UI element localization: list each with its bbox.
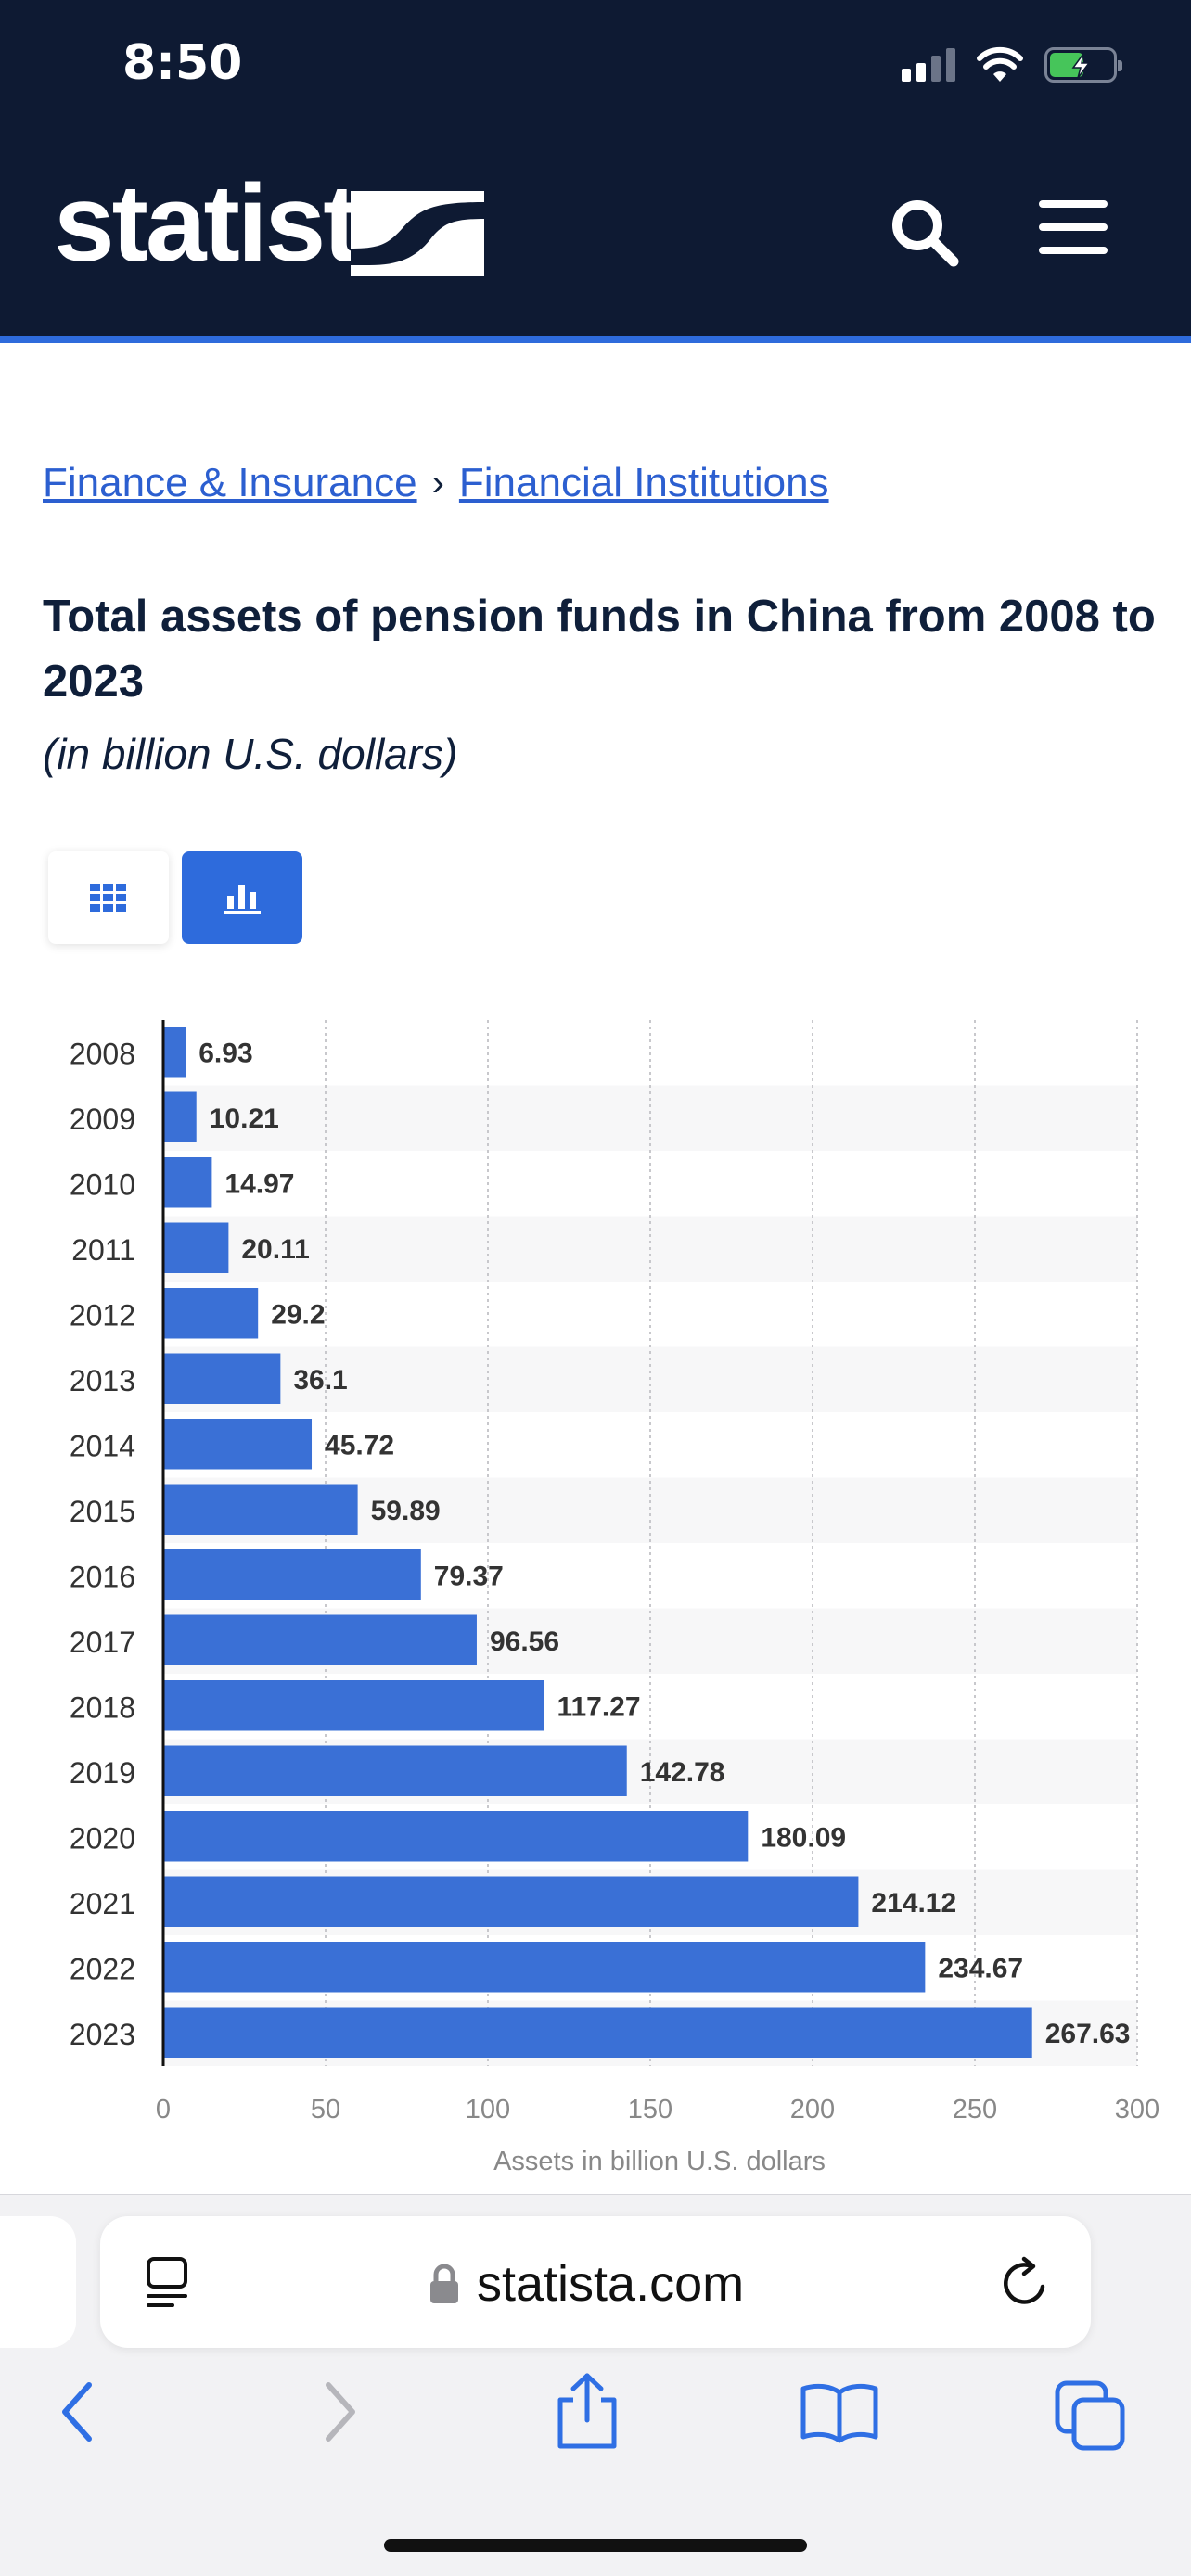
category-label: 2012	[70, 1298, 135, 1332]
home-indicator	[384, 2539, 807, 2552]
table-view-button[interactable]	[48, 851, 169, 944]
page-subtitle: (in billion U.S. dollars)	[43, 730, 458, 778]
bar-chart: 6.93 2008 10.21 2009 14.97 2010 20.11 2011 29.2 2…	[70, 1020, 1159, 2176]
data-label: 36.1	[293, 1365, 347, 1396]
bar	[163, 1549, 421, 1600]
breadcrumb-separator: ›	[431, 462, 444, 504]
bar	[163, 1288, 259, 1339]
data-label: 29.2	[271, 1299, 325, 1330]
bar	[163, 2007, 1032, 2058]
x-tick-label: 200	[790, 2095, 835, 2124]
chart-view-icon	[224, 885, 261, 914]
bar	[163, 1157, 212, 1208]
x-tick-label: 300	[1115, 2095, 1159, 2124]
category-label: 2013	[70, 1364, 135, 1397]
data-label: 267.63	[1045, 2019, 1131, 2049]
status-icons	[902, 46, 1122, 83]
data-label: 117.27	[557, 1691, 640, 1722]
x-tick-label: 0	[156, 2095, 171, 2124]
bar	[163, 1811, 749, 1862]
category-label: 2023	[70, 2018, 135, 2051]
chart-view-button[interactable]	[182, 851, 302, 944]
bar	[163, 1680, 544, 1731]
data-label: 79.37	[434, 1561, 504, 1591]
address-bar[interactable]	[100, 2216, 1091, 2348]
header-accent-line	[0, 336, 1191, 343]
reader-icon[interactable]	[145, 2255, 193, 2311]
bar	[163, 1222, 229, 1273]
x-tick-label: 100	[466, 2095, 510, 2124]
x-tick-label: 50	[311, 2095, 340, 2124]
x-axis-title: Assets in billion U.S. dollars	[493, 2147, 826, 2176]
category-label: 2016	[70, 1560, 135, 1593]
data-label: 180.09	[761, 1822, 846, 1853]
tabs-icon[interactable]	[1054, 2379, 1128, 2454]
category-label: 2021	[70, 1887, 135, 1920]
category-label: 2015	[70, 1495, 135, 1528]
lock-icon	[430, 2264, 458, 2303]
data-label: 59.89	[371, 1496, 441, 1526]
category-label: 2022	[70, 1952, 135, 1985]
page-title: Total assets of pension funds in China f…	[43, 592, 1156, 707]
battery-icon	[1044, 47, 1122, 83]
breadcrumb: Finance & Insurance › Financial Institut…	[43, 460, 829, 506]
search-icon[interactable]	[889, 197, 959, 267]
cellular-signal-icon	[902, 48, 955, 82]
data-label: 96.56	[490, 1626, 559, 1657]
breadcrumb-link-finance-insurance[interactable]: Finance & Insurance	[43, 460, 417, 505]
x-tick-label: 150	[628, 2095, 672, 2124]
bar	[163, 1091, 197, 1142]
url-text[interactable]: statista.com	[477, 2256, 745, 2312]
data-label: 45.72	[325, 1430, 394, 1460]
data-label: 142.78	[640, 1757, 725, 1788]
data-label: 6.93	[198, 1038, 252, 1068]
bookmarks-icon[interactable]	[800, 2379, 879, 2444]
bar	[163, 1027, 186, 1078]
category-label: 2020	[70, 1821, 135, 1855]
bar	[163, 1942, 926, 1993]
data-label: 10.21	[210, 1103, 279, 1134]
category-label: 2010	[70, 1167, 135, 1201]
category-label: 2009	[70, 1103, 135, 1136]
bar	[163, 1745, 627, 1796]
breadcrumb-link-financial-institutions[interactable]: Financial Institutions	[458, 460, 829, 505]
share-icon[interactable]	[553, 2372, 621, 2450]
category-label: 2014	[70, 1429, 135, 1462]
data-label: 234.67	[938, 1953, 1023, 1983]
bar	[163, 1484, 358, 1535]
data-label: 14.97	[224, 1168, 294, 1199]
bar	[163, 1419, 313, 1470]
back-icon[interactable]	[58, 2379, 98, 2444]
data-label: 214.12	[871, 1888, 956, 1919]
bar	[163, 1614, 477, 1665]
bar	[163, 1353, 281, 1404]
data-label: 20.11	[241, 1234, 309, 1265]
wifi-icon	[977, 46, 1023, 82]
site-header	[0, 0, 1191, 338]
category-label: 2011	[71, 1233, 135, 1267]
x-tick-label: 250	[953, 2095, 997, 2124]
previous-tab-stub[interactable]	[0, 2216, 76, 2348]
category-label: 2019	[70, 1756, 135, 1790]
category-label: 2018	[70, 1690, 135, 1724]
status-time: 8:50	[122, 35, 243, 91]
statista-logo-mark-icon[interactable]	[351, 191, 484, 276]
hamburger-menu-icon[interactable]	[1037, 197, 1109, 258]
reload-icon[interactable]	[1000, 2255, 1052, 2311]
forward-icon[interactable]	[319, 2379, 360, 2444]
table-view-icon	[90, 884, 126, 912]
category-label: 2017	[70, 1626, 135, 1659]
bar	[163, 1876, 859, 1927]
category-label: 2008	[70, 1037, 135, 1070]
